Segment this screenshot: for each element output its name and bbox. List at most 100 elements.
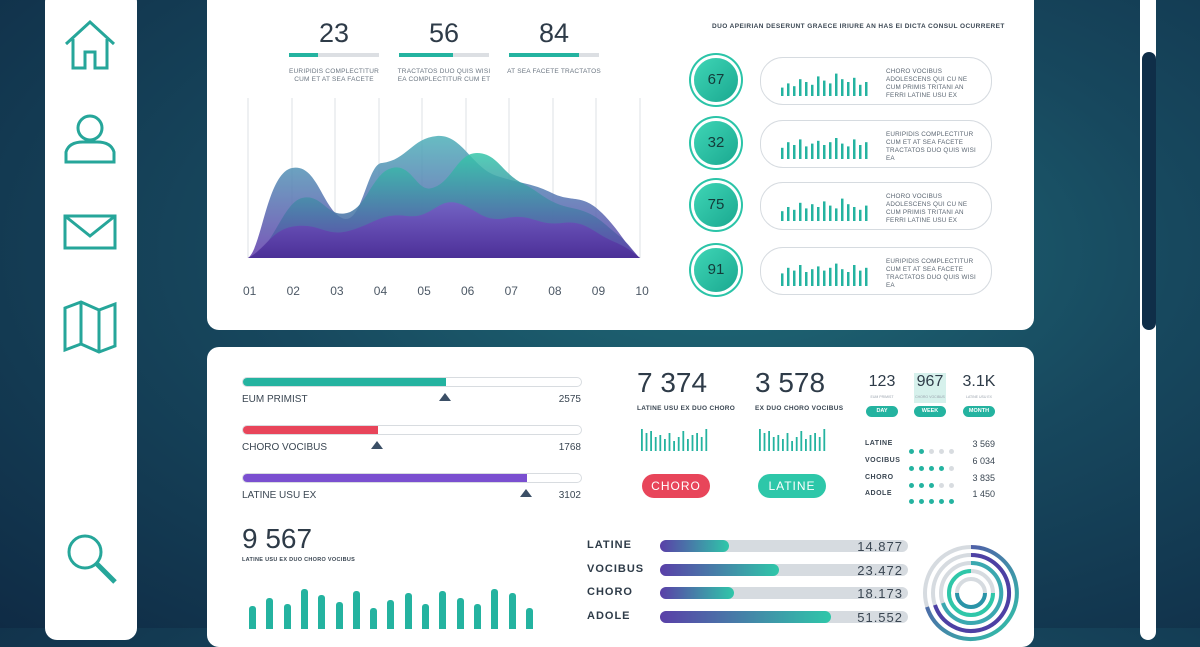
dot	[919, 466, 924, 471]
radial-arc-2	[933, 553, 1012, 633]
stat-caption: AT SEA FACETE TRACTATOS	[507, 68, 601, 75]
kpi-mini-bar	[705, 429, 708, 451]
mini-bar	[787, 267, 790, 286]
mail-icon[interactable]	[61, 202, 119, 260]
pill-text: EURIPIDIS COMPLECTITUR CUM ET AT SEA FAC…	[886, 258, 976, 289]
dot-row-value: 6 034	[972, 456, 995, 466]
info-pill[interactable]: EURIPIDIS COMPLECTITUR CUM ET AT SEA FAC…	[760, 120, 992, 168]
mini-bar	[823, 80, 826, 96]
period-highlight	[914, 373, 946, 403]
mini-bar	[793, 209, 796, 221]
kpi-mini-bar	[777, 435, 780, 451]
info-pill[interactable]: EURIPIDIS COMPLECTITUR CUM ET AT SEA FAC…	[760, 247, 992, 295]
mini-bar	[781, 147, 784, 159]
hbar-marker[interactable]	[519, 489, 532, 497]
mini-bar	[865, 142, 868, 159]
progress-value: 18.173	[857, 586, 903, 601]
mini-bar	[811, 143, 814, 159]
bottom-bar	[508, 593, 516, 629]
progress-fill	[660, 587, 735, 599]
hbar-track	[242, 425, 582, 435]
score-circle: 75	[694, 183, 738, 227]
mini-bar	[805, 146, 808, 159]
kpi-caption: LATINE USU EX DUO CHORO	[637, 405, 736, 412]
map-icon[interactable]	[61, 298, 119, 356]
info-pill[interactable]: CHORO VOCIBUS ADOLESCENS QUI CU NE CUM P…	[760, 57, 992, 105]
progress-label: ADOLE	[587, 610, 631, 622]
mini-bar	[799, 139, 802, 159]
progress-label: VOCIBUS	[587, 563, 645, 575]
hbar-label: EUM PRIMIST	[242, 394, 308, 405]
bottom-bar	[422, 603, 429, 629]
right-title: DUO APEIRIAN DESERUNT GRAECE IRIURE AN H…	[712, 23, 1005, 30]
kpi-mini-bar	[700, 437, 703, 451]
dot-row-label: CHORO	[865, 474, 894, 481]
home-icon[interactable]	[61, 16, 119, 74]
mini-bar	[823, 201, 826, 221]
kpi-button[interactable]: LATINE	[758, 474, 826, 498]
period-caption: LATINE USU EX	[966, 395, 992, 399]
dot	[939, 499, 944, 504]
search-icon[interactable]	[61, 530, 119, 588]
kpi-mini-bar	[759, 429, 761, 451]
kpi-button[interactable]: CHORO	[642, 474, 710, 498]
dot	[939, 483, 944, 488]
dot	[929, 449, 934, 454]
x-axis-label: 09	[591, 284, 606, 298]
bottom-bar	[283, 603, 291, 629]
dot	[949, 499, 954, 504]
hbar-fill	[243, 474, 527, 482]
mini-bar	[793, 145, 796, 159]
dot-row-label: VOCIBUS	[865, 457, 901, 464]
mini-bar	[811, 269, 814, 286]
progress-value: 14.877	[857, 539, 903, 554]
period-button[interactable]: WEEK	[914, 406, 946, 417]
kpi-mini-bar	[659, 435, 662, 451]
progress-fill	[660, 611, 832, 623]
bottom-bar	[318, 595, 326, 629]
info-pill[interactable]: CHORO VOCIBUS ADOLESCENS QUI CU NE CUM P…	[760, 182, 992, 230]
mini-bar	[859, 270, 862, 286]
bottom-panel: EUM PRIMIST 2575 CHORO VOCIBUS 1768 LATINE U…	[207, 347, 1034, 647]
mini-bar	[799, 202, 802, 221]
bottom-bar	[404, 593, 412, 629]
mini-bar	[865, 267, 868, 286]
bottom-bar	[335, 601, 343, 629]
mini-bar	[817, 76, 820, 96]
mini-bar	[841, 269, 844, 286]
kpi-mini-bar	[664, 439, 666, 451]
hbar-track	[242, 377, 582, 387]
mini-bar	[811, 84, 814, 96]
dot-row-dots	[909, 441, 959, 459]
kpi-mini-bar	[772, 437, 775, 451]
kpi-mini-bars	[641, 429, 708, 451]
period-value: 967	[916, 373, 944, 390]
dot-row-label: LATINE	[865, 440, 893, 447]
dot	[919, 499, 924, 504]
scrollbar-thumb[interactable]	[1142, 52, 1156, 330]
kpi-mini-bar	[682, 431, 685, 451]
mini-bar	[835, 208, 838, 221]
kpi-mini-bar	[791, 441, 793, 451]
stat-progress-fill	[509, 53, 580, 57]
period-button[interactable]: DAY	[866, 406, 898, 417]
mini-bar	[847, 204, 850, 221]
dot	[909, 499, 914, 504]
mini-bar	[841, 79, 844, 96]
hbar-marker[interactable]	[371, 441, 384, 449]
radial-arc-4	[947, 569, 995, 617]
area-series-3	[248, 202, 640, 258]
dot-row-value: 1 450	[972, 489, 995, 499]
pill-text: CHORO VOCIBUS ADOLESCENS QUI CU NE CUM P…	[886, 68, 968, 99]
dot	[919, 483, 924, 488]
mini-bar	[817, 140, 820, 159]
period-button[interactable]: MONTH	[963, 406, 995, 417]
period-value: 3.1K	[962, 373, 996, 390]
progress-fill	[660, 564, 780, 576]
pill-text: EURIPIDIS COMPLECTITUR CUM ET AT SEA FAC…	[886, 131, 976, 162]
hbar-label: LATINE USU EX	[242, 490, 317, 501]
mini-bar	[829, 267, 832, 286]
dot-row-dots	[909, 491, 959, 509]
hbar-marker[interactable]	[438, 393, 451, 401]
user-icon[interactable]	[61, 108, 119, 166]
